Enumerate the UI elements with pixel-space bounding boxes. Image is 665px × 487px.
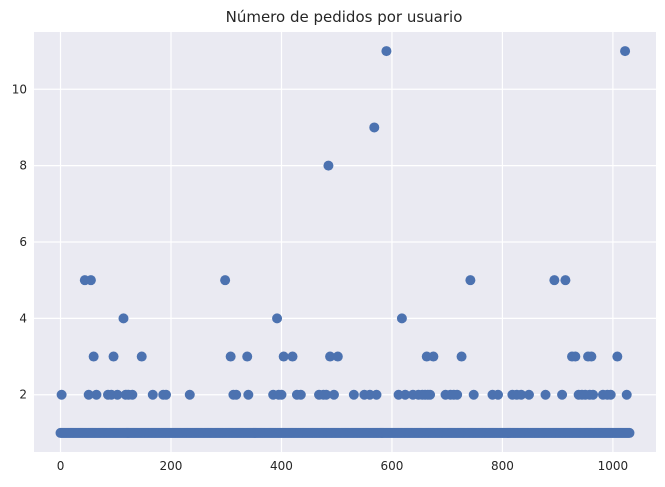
y-tick-label: 6 bbox=[19, 235, 27, 249]
x-tick-label: 800 bbox=[491, 459, 514, 473]
data-point bbox=[605, 389, 616, 400]
data-point bbox=[400, 389, 411, 400]
grid-lines bbox=[34, 32, 656, 452]
data-point bbox=[83, 389, 94, 400]
data-point bbox=[225, 351, 236, 362]
x-tick-label: 600 bbox=[381, 459, 404, 473]
y-tick-label: 2 bbox=[19, 388, 27, 402]
data-point bbox=[425, 389, 436, 400]
data-point bbox=[428, 351, 439, 362]
data-point bbox=[220, 275, 231, 286]
data-point bbox=[332, 351, 343, 362]
chart-title: Número de pedidos por usuario bbox=[226, 8, 463, 26]
data-point bbox=[127, 389, 138, 400]
data-point bbox=[112, 389, 123, 400]
data-point bbox=[620, 46, 631, 57]
data-point bbox=[243, 389, 254, 400]
data-point bbox=[242, 351, 253, 362]
x-tick-label: 200 bbox=[160, 459, 183, 473]
data-point bbox=[523, 389, 534, 400]
data-point bbox=[147, 389, 158, 400]
data-point bbox=[456, 351, 467, 362]
data-point bbox=[328, 389, 339, 400]
data-point bbox=[108, 351, 119, 362]
data-point bbox=[325, 351, 336, 362]
data-point bbox=[321, 389, 332, 400]
data-point bbox=[85, 275, 96, 286]
data-point bbox=[557, 389, 568, 400]
data-point bbox=[586, 351, 597, 362]
data-point bbox=[369, 122, 380, 133]
data-point bbox=[272, 313, 283, 324]
data-point bbox=[570, 351, 581, 362]
x-axis-ticks: 0 200 400 600 800 1000 bbox=[57, 459, 628, 473]
data-point bbox=[348, 389, 359, 400]
data-point bbox=[278, 351, 289, 362]
data-point bbox=[612, 351, 623, 362]
x-tick-label: 0 bbox=[57, 459, 65, 473]
y-tick-label: 4 bbox=[19, 311, 27, 325]
data-point bbox=[276, 389, 287, 400]
y-axis-ticks: 2 4 6 8 10 bbox=[12, 82, 27, 401]
data-point bbox=[371, 389, 382, 400]
data-point bbox=[323, 160, 334, 171]
data-point bbox=[621, 389, 632, 400]
data-point bbox=[452, 389, 463, 400]
data-point bbox=[465, 275, 476, 286]
data-point bbox=[624, 427, 635, 438]
data-point bbox=[88, 351, 99, 362]
data-point bbox=[184, 389, 195, 400]
data-point bbox=[540, 389, 551, 400]
data-point bbox=[588, 389, 599, 400]
y-tick-label: 8 bbox=[19, 159, 27, 173]
data-point bbox=[295, 389, 306, 400]
data-point bbox=[549, 275, 560, 286]
data-point bbox=[396, 313, 407, 324]
data-point bbox=[493, 389, 504, 400]
data-point bbox=[231, 389, 242, 400]
data-point bbox=[560, 275, 571, 286]
data-point bbox=[56, 389, 67, 400]
data-point bbox=[136, 351, 147, 362]
x-tick-label: 1000 bbox=[598, 459, 629, 473]
data-point bbox=[118, 313, 129, 324]
data-point bbox=[161, 389, 172, 400]
x-tick-label: 400 bbox=[270, 459, 293, 473]
data-point bbox=[381, 46, 392, 57]
y-tick-label: 10 bbox=[12, 82, 27, 96]
data-point bbox=[287, 351, 298, 362]
data-point bbox=[516, 389, 527, 400]
data-points bbox=[55, 46, 635, 438]
data-point bbox=[468, 389, 479, 400]
data-point bbox=[91, 389, 102, 400]
